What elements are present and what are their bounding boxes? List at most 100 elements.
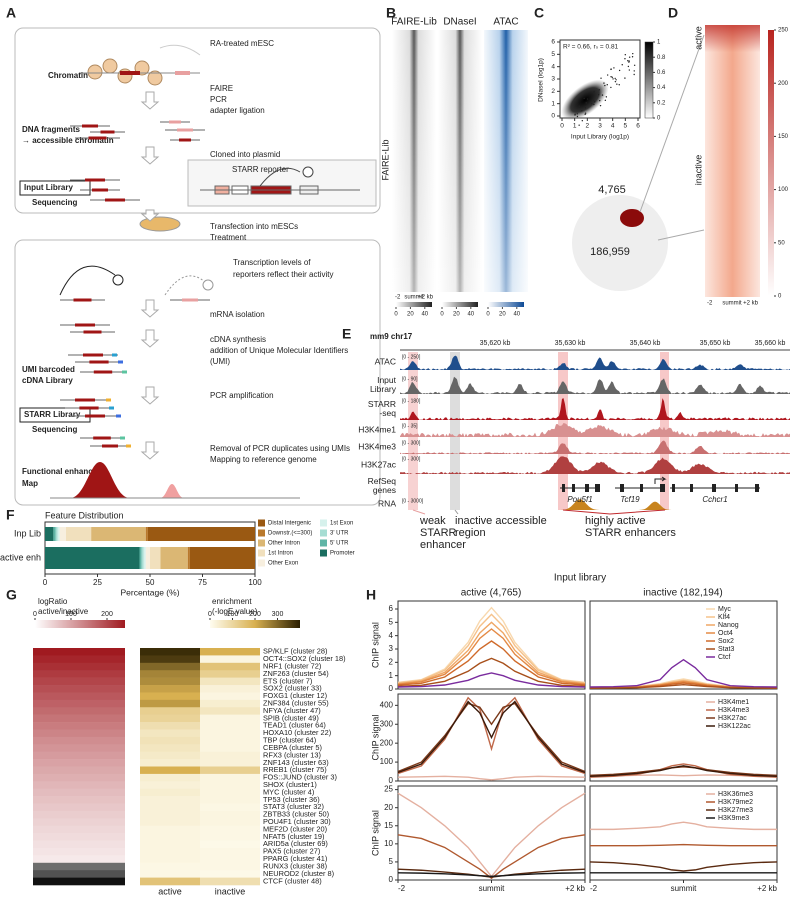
heatmap-cell (33, 789, 125, 797)
fragment-core (101, 131, 115, 134)
exon (712, 484, 716, 492)
legend-label: H3K4me1 (718, 699, 749, 706)
heatmap-cell (140, 722, 200, 730)
bar-segment (188, 547, 190, 569)
scatter-dot (629, 69, 630, 70)
workflow-label: cDNA Library (22, 376, 73, 385)
heatmap-cell (140, 700, 200, 708)
heatmap-cell (140, 863, 200, 871)
y-tick-label: 0 (389, 684, 394, 693)
x-tick-label: 4 (611, 123, 615, 130)
dish (140, 217, 180, 231)
heatmap-cell (140, 848, 200, 856)
colorbar-tick-label: 0 (440, 312, 444, 318)
heatmap-cell (200, 752, 260, 760)
colorbar (442, 302, 478, 307)
heatmap-cell (140, 826, 200, 834)
scatter-dot (593, 91, 594, 92)
colorbar-tick-label: 40 (467, 312, 474, 318)
exon (660, 484, 665, 492)
workflow-label: STARR Library (24, 410, 81, 419)
activity-arc (60, 266, 115, 295)
exon (735, 484, 738, 492)
x-tick-label: +2 kb (757, 884, 777, 893)
activity-arc (165, 276, 205, 295)
x-axis-label: Percentage (%) (120, 587, 179, 597)
x-tick-label: 0 (560, 123, 564, 130)
bar-segment (161, 547, 188, 569)
heatmap-cell (140, 737, 200, 745)
fragment-core (79, 407, 98, 410)
heatmap-cell (33, 781, 125, 789)
y-tick-label: 0 (389, 875, 394, 884)
y-tick-label: 10 (384, 839, 393, 848)
signal-line (398, 873, 585, 877)
legend-swatch (320, 540, 327, 547)
scatter-dot (600, 78, 601, 79)
scatter-dot (634, 70, 635, 71)
legend-title: active/inactive (38, 607, 89, 616)
scatter-dot (602, 94, 603, 95)
heatmap-cell (140, 752, 200, 760)
scatter-dot (628, 66, 629, 67)
x-tick-label: 3 (598, 123, 602, 130)
workflow-label: RA-treated mESC (210, 39, 274, 48)
nucleosome (103, 59, 117, 73)
x-tick-label: 25 (93, 578, 102, 587)
scatter-dot (603, 82, 604, 83)
signal-line (590, 767, 777, 776)
heatmap-cell (140, 804, 200, 812)
annotation: STARR enhancers (585, 527, 676, 539)
colorbar-tick-label: 250 (778, 28, 789, 34)
legend-label: H3K27ac (718, 715, 747, 722)
colorbar (35, 620, 125, 628)
panel-letter: G (6, 587, 17, 603)
signal-line (398, 702, 585, 773)
scatter-dot (632, 56, 633, 57)
nucleosome (88, 65, 102, 79)
signal-line (398, 629, 585, 684)
bar-segment (66, 527, 91, 541)
signal-line (590, 845, 777, 846)
heatmap-cell (140, 685, 200, 693)
colorbar-tick-label: 100 (65, 611, 77, 618)
heatmap-cell (140, 707, 200, 715)
enhancer-peak (160, 484, 184, 498)
exon (690, 484, 693, 492)
colorbar-tick-label: 0 (778, 294, 782, 300)
heatmap-cell (33, 833, 125, 841)
y-tick-label: 25 (384, 785, 393, 794)
y-tick-label: 5 (389, 857, 394, 866)
bar-segment (142, 547, 144, 569)
legend-label: 1st Exon (330, 521, 353, 527)
annotation: weak (419, 515, 446, 527)
signal-line (398, 608, 585, 683)
colorbar-tick-label: 300 (272, 611, 284, 618)
bar-segment (150, 547, 161, 569)
arrow (142, 92, 158, 109)
scatter-dot (581, 110, 582, 111)
fragment-core (94, 371, 112, 374)
annotation: enhancer (420, 539, 466, 551)
column-label: FAIRE-Lib (391, 17, 437, 28)
workflow-label: addition of Unique Molecular Identifiers (210, 346, 348, 355)
y-tick-label: 3 (551, 76, 555, 83)
umi (122, 371, 127, 374)
fragment-core (169, 121, 181, 124)
scatter-dot (614, 78, 615, 79)
umi (109, 407, 114, 410)
bar-segment (91, 527, 146, 541)
heatmap-cell (200, 781, 260, 789)
umi (118, 361, 123, 364)
arrow (142, 147, 158, 164)
workflow-label: mRNA isolation (210, 310, 265, 319)
bar-segment (146, 547, 150, 569)
panel-letter: D (668, 5, 678, 21)
column-label: DNaseI (443, 17, 476, 28)
heatmap-cell (33, 841, 125, 849)
heatmap-cell (33, 707, 125, 715)
workflow-label: Map (22, 479, 38, 488)
heatmap-cell (200, 863, 260, 871)
track-name: H3K4me1 (358, 424, 396, 434)
